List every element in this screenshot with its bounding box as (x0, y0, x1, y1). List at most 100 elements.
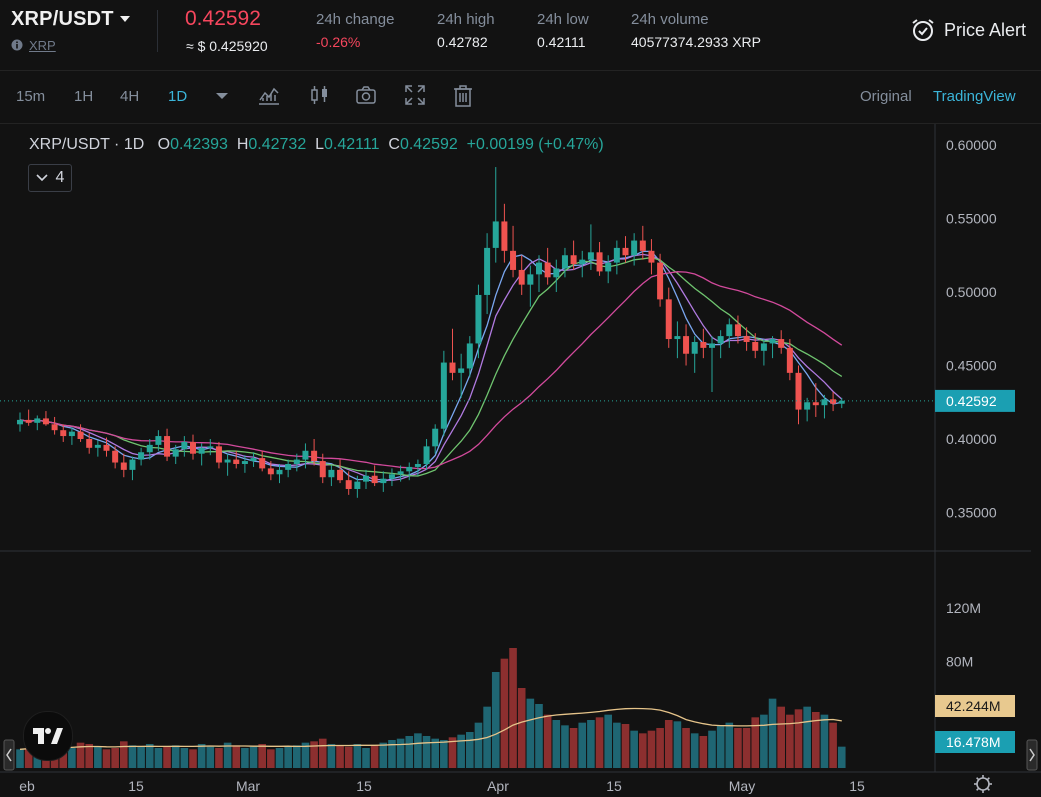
volume-bar (336, 745, 344, 768)
legend-close: 0.42592 (399, 136, 458, 153)
scroll-right-handle[interactable] (1026, 739, 1038, 771)
settings-gear-tooth[interactable] (986, 787, 990, 791)
stat-value-high: 0.42782 (437, 34, 488, 50)
candle-body (68, 431, 75, 437)
interval-1h[interactable]: 1H (74, 88, 94, 105)
candle-body (250, 458, 257, 462)
volume-bar (267, 749, 275, 768)
pair-selector[interactable]: XRP/USDT (11, 8, 130, 31)
volume-bar (422, 736, 431, 768)
tradingview-logo[interactable] (23, 711, 73, 761)
volume-bar (232, 745, 241, 768)
candle-body (536, 262, 542, 275)
asset-info[interactable]: XRP (11, 38, 56, 53)
legend-change: +0.00199 (+0.47%) (466, 136, 604, 153)
settings-gear-tooth[interactable] (976, 787, 980, 791)
asset-link[interactable]: XRP (29, 38, 56, 53)
candle-body (42, 418, 49, 425)
interval-4h[interactable]: 4H (120, 88, 140, 105)
volume-bar (673, 721, 682, 768)
settings-gear-tooth[interactable] (986, 777, 990, 781)
volume-bar (94, 746, 102, 768)
scroll-left-handle[interactable] (3, 739, 15, 771)
volume-bar (569, 728, 578, 768)
volume-bar (171, 745, 180, 768)
volume-bar (206, 746, 215, 768)
volume-bar (812, 712, 820, 768)
candle-body (207, 446, 214, 448)
volume-bar (448, 737, 457, 768)
price-chart[interactable]: 0.60000 0.55000 0.50000 0.45000 0.40000 0.350… (0, 124, 1041, 797)
volume-bar (353, 744, 362, 768)
legend-symbol: XRP/USDT · 1D (29, 136, 145, 153)
volume-tick-label: 80M (946, 653, 973, 669)
candle-body (397, 471, 404, 475)
candle-body (458, 368, 465, 373)
volume-bar (604, 714, 612, 768)
legend-low-label: L (315, 136, 325, 153)
candle-body (363, 475, 369, 482)
chevron-right-icon[interactable] (1029, 748, 1035, 762)
settings-gear-tooth[interactable] (976, 777, 980, 781)
stat-label-high: 24h high (437, 11, 495, 28)
time-tick-label: Apr (487, 778, 509, 794)
fullscreen-icon[interactable] (404, 84, 426, 106)
chevron-left-icon[interactable] (6, 748, 12, 762)
candle-body (51, 424, 58, 431)
volume-bar (362, 748, 370, 768)
volume-bar (734, 728, 742, 768)
ohlc-legend: XRP/USDT · 1D O0.42393 H0.42732 L0.42111… (29, 136, 604, 154)
view-tradingview[interactable]: TradingView (933, 88, 1016, 105)
trash-icon[interactable] (452, 84, 474, 108)
volume-bar (837, 746, 846, 768)
price-tick-label: 0.50000 (946, 284, 997, 300)
volume-bar (552, 720, 561, 768)
info-icon[interactable] (11, 39, 23, 51)
volume-bar (716, 725, 725, 768)
volume-bar (76, 742, 85, 768)
interval-1d[interactable]: 1D (168, 88, 188, 105)
candle-body (94, 444, 101, 448)
volume-bar (241, 748, 249, 768)
pair-title[interactable]: XRP/USDT (11, 8, 114, 30)
candle-body (786, 347, 793, 373)
volume-bar (223, 742, 232, 768)
candle-body (345, 480, 352, 489)
candle-body (34, 418, 41, 423)
candle-body (639, 240, 646, 251)
view-original[interactable]: Original (860, 88, 912, 105)
candle-body (449, 362, 456, 373)
volume-bar (284, 746, 292, 768)
candle-body (734, 324, 741, 337)
chevron-down-icon[interactable] (119, 16, 130, 22)
volume-bar (68, 748, 76, 768)
candle-body (25, 419, 32, 423)
candle-body (769, 339, 776, 344)
price-alert-button[interactable]: Price Alert (910, 17, 1026, 43)
price-alert-label: Price Alert (943, 19, 1026, 40)
alarm-clock-icon (912, 19, 934, 41)
candle-body (285, 463, 292, 470)
candle-body (215, 446, 222, 463)
volume-bar (794, 709, 803, 768)
interval-15m[interactable]: 15m (16, 88, 46, 105)
candle-body (605, 262, 612, 272)
stat-value-low: 0.42111 (537, 34, 586, 50)
candle-style-icon[interactable] (309, 84, 331, 106)
candle-body (561, 255, 568, 269)
volume-bar (517, 688, 526, 768)
candle-body (337, 469, 344, 481)
chevron-down-icon[interactable] (35, 174, 48, 182)
candle-body (155, 436, 162, 445)
indicators-icon[interactable] (258, 84, 280, 106)
volume-bar (318, 738, 327, 768)
interval-dropdown-caret-icon[interactable] (215, 92, 229, 100)
camera-icon[interactable] (355, 84, 377, 106)
candle-body (518, 269, 525, 285)
volume-bar (777, 706, 785, 768)
volume-bar (327, 744, 336, 768)
volume-bar (708, 730, 716, 768)
candle-body (17, 419, 23, 425)
candle-body (700, 341, 707, 348)
indicators-toggle[interactable]: 4 (28, 164, 72, 192)
